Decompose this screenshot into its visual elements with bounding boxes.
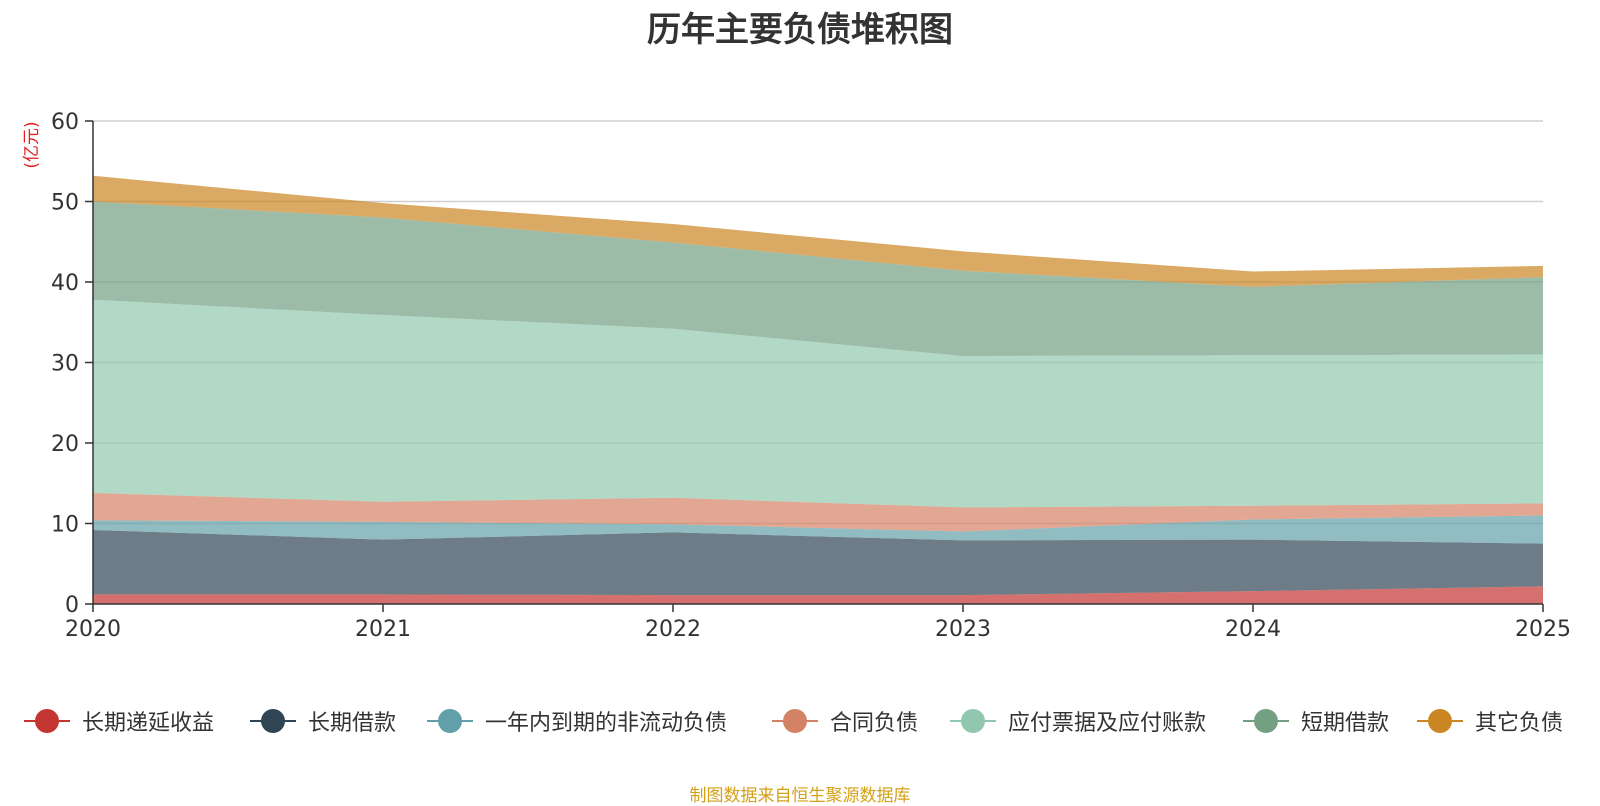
legend-label: 短期借款 — [1301, 711, 1390, 736]
legend-marker-icon — [425, 703, 475, 739]
area-series-6[interactable] — [93, 201, 1543, 357]
legend-label: 长期借款 — [308, 711, 397, 736]
legend-item-1[interactable]: 长期递延收益 — [22, 703, 214, 739]
area-series-5[interactable] — [93, 299, 1543, 508]
legend-label: 其它负债 — [1475, 711, 1564, 736]
y-tick-label: 30 — [51, 352, 79, 377]
x-tick-label: 2023 — [935, 617, 991, 642]
legend-item-5[interactable]: 应付票据及应付账款 — [948, 703, 1206, 739]
legend-marker-icon — [22, 703, 72, 739]
y-tick-label: 50 — [51, 191, 79, 216]
x-tick-label: 2022 — [645, 617, 701, 642]
axes: 0 10 20 30 40 50 60 2020 2021 2022 2023 2024 2025 — [51, 110, 1571, 642]
data-source-note: 制图数据来自恒生聚源数据库 — [689, 786, 911, 806]
legend-item-4[interactable]: 合同负债 — [770, 703, 918, 739]
y-tick-label: 0 — [65, 593, 79, 618]
x-tick-label: 2024 — [1225, 617, 1281, 642]
legend-item-6[interactable]: 短期借款 — [1241, 703, 1389, 739]
legend-label: 长期递延收益 — [82, 711, 215, 736]
chart-legend: 长期递延收益 长期借款 一年内到期的非流动负债 合同负债 应付票据及应付账款 短期借款 其它… — [0, 703, 1600, 739]
y-tick-label: 60 — [51, 110, 79, 135]
legend-label: 合同负债 — [830, 711, 919, 736]
area-series-7[interactable] — [93, 175, 1543, 287]
y-tick-label: 10 — [51, 513, 79, 538]
legend-marker-icon — [1241, 703, 1291, 739]
legend-marker-icon — [770, 703, 820, 739]
legend-item-2[interactable]: 长期借款 — [248, 703, 396, 739]
x-tick-label: 2021 — [355, 617, 411, 642]
legend-marker-icon — [248, 703, 298, 739]
legend-item-3[interactable]: 一年内到期的非流动负债 — [425, 703, 727, 739]
y-tick-label: 20 — [51, 432, 79, 457]
stacked-area-chart: 0 10 20 30 40 50 60 2020 2021 2022 2023 2024 2025 (亿… — [22, 110, 1571, 642]
legend-marker-icon — [1415, 703, 1465, 739]
legend-label: 应付票据及应付账款 — [1008, 711, 1207, 736]
legend-label: 一年内到期的非流动负债 — [485, 711, 728, 736]
y-axis-unit-label: (亿元) — [22, 121, 42, 168]
legend-marker-icon — [948, 703, 998, 739]
area-series-3[interactable] — [93, 515, 1543, 544]
x-tick-label: 2020 — [65, 617, 121, 642]
chart-title: 历年主要负债堆积图 — [647, 10, 953, 50]
legend-item-7[interactable]: 其它负债 — [1415, 703, 1563, 739]
y-tick-label: 40 — [51, 271, 79, 296]
area-series-4[interactable] — [93, 492, 1543, 532]
area-series-layer — [93, 175, 1543, 604]
area-series-2[interactable] — [93, 529, 1543, 596]
x-tick-label: 2025 — [1515, 617, 1571, 642]
